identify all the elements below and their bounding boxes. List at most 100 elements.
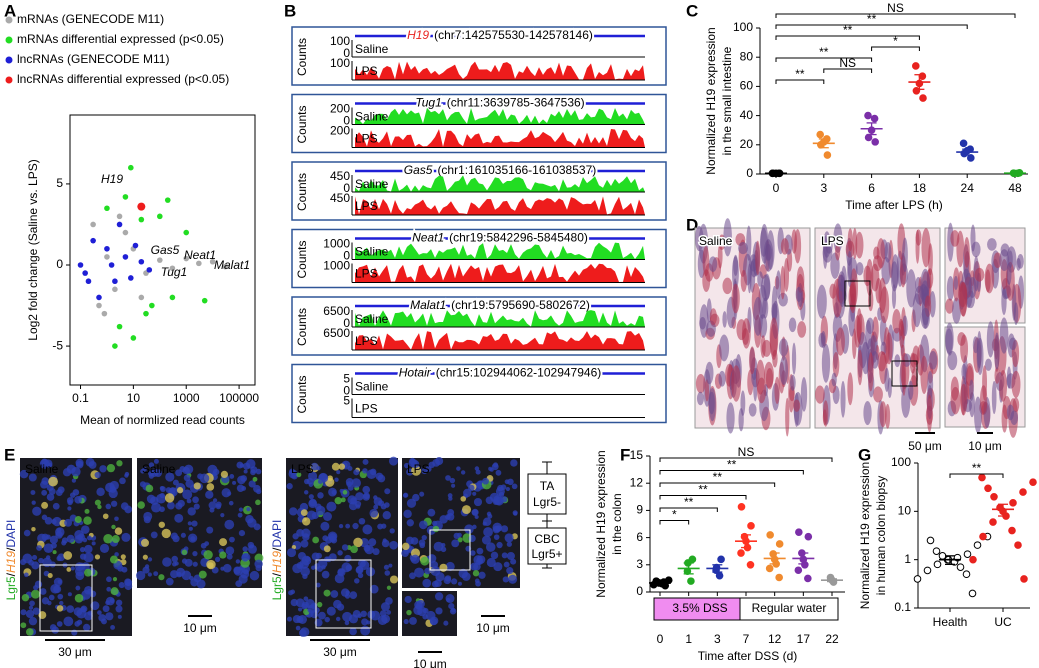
x-tick-label: 1: [685, 632, 692, 646]
nucleus: [28, 616, 38, 626]
villus: [926, 394, 933, 433]
nucleus: [229, 474, 235, 479]
x-tick-label: 6: [868, 181, 875, 195]
nucleus: [73, 607, 83, 616]
nucleus: [493, 534, 500, 540]
nucleus: [513, 511, 518, 516]
image-label: LPS: [821, 234, 844, 248]
point: [963, 550, 972, 558]
point: [183, 229, 190, 236]
point: [913, 575, 922, 583]
panel-label: F: [620, 445, 630, 464]
nucleus: [146, 494, 156, 504]
point: [122, 229, 129, 236]
nucleus: [312, 536, 320, 544]
y-axis-label: in the small intestine: [720, 46, 734, 155]
track-box: [291, 161, 667, 221]
nucleus: [31, 561, 40, 570]
zoom-box: [429, 529, 471, 571]
villus: [738, 241, 748, 255]
villus: [731, 283, 740, 314]
coverage: [355, 61, 645, 80]
nucleus: [215, 503, 222, 510]
nucleus: [181, 549, 188, 556]
point: [737, 502, 746, 511]
point: [919, 94, 927, 102]
nucleus: [510, 558, 517, 565]
nucleus: [501, 552, 508, 559]
nucleus: [115, 599, 123, 606]
nucleus: [74, 620, 81, 627]
nucleus: [388, 456, 398, 466]
nucleus: [39, 588, 47, 595]
nucleus: [208, 501, 217, 510]
nucleus: [386, 610, 392, 615]
nucleus: [497, 484, 504, 492]
villus: [921, 227, 931, 268]
nucleus: [197, 473, 204, 480]
nucleus: [403, 618, 409, 625]
villus: [775, 270, 782, 300]
nucleus: [246, 507, 251, 512]
scale-label: 50 μm: [908, 439, 942, 453]
nucleus: [321, 570, 330, 579]
stain-part: /: [4, 572, 18, 576]
villus: [863, 400, 872, 426]
track-ylabel: Counts: [295, 308, 309, 346]
villus: [876, 238, 886, 269]
villus: [984, 263, 995, 294]
nucleus: [474, 578, 480, 584]
villus: [848, 283, 856, 311]
nucleus: [256, 488, 262, 495]
nucleus: [48, 476, 58, 487]
nucleus: [220, 513, 225, 518]
x-tick-label: 18: [913, 181, 927, 195]
nucleus: [310, 462, 319, 471]
nucleus: [485, 496, 494, 505]
villus: [969, 379, 974, 401]
point: [128, 164, 134, 171]
villus: [704, 379, 710, 402]
nucleus: [345, 590, 350, 595]
point: [959, 139, 968, 148]
nucleus: [225, 546, 235, 555]
image-label: Saline: [699, 234, 733, 248]
nucleus: [214, 556, 221, 563]
nucleus: [406, 498, 417, 508]
nucleus: [344, 593, 351, 599]
villus: [749, 346, 756, 375]
nucleus: [94, 471, 101, 479]
stain-part: H19: [4, 551, 18, 573]
nucleus: [108, 488, 118, 499]
nucleus: [64, 518, 73, 527]
villus: [960, 334, 969, 364]
nucleus: [419, 491, 425, 497]
nucleus: [434, 592, 444, 601]
point: [989, 518, 997, 526]
nucleus: [451, 483, 456, 488]
villus: [695, 373, 706, 394]
nucleus: [303, 478, 310, 485]
nucleus: [158, 521, 166, 528]
nucleus: [344, 620, 350, 626]
nucleus: [164, 493, 175, 503]
nucleus: [106, 576, 112, 583]
nucleus: [302, 517, 311, 526]
nucleus: [460, 496, 467, 502]
villus: [958, 282, 968, 317]
track-lps-label: LPS: [355, 199, 378, 213]
nucleus: [28, 473, 37, 482]
nucleus: [56, 621, 63, 627]
villus: [991, 380, 997, 415]
nucleus: [105, 503, 112, 510]
nucleus: [433, 541, 444, 552]
gene-title: Tug1 (chr11:3639785-3647536): [415, 96, 584, 110]
nucleus: [97, 504, 102, 510]
nucleus: [373, 495, 378, 500]
nucleus: [380, 602, 390, 612]
nucleus: [451, 578, 458, 585]
nucleus: [124, 473, 129, 478]
point: [183, 255, 190, 262]
nucleus: [351, 478, 361, 488]
point: [157, 257, 163, 263]
